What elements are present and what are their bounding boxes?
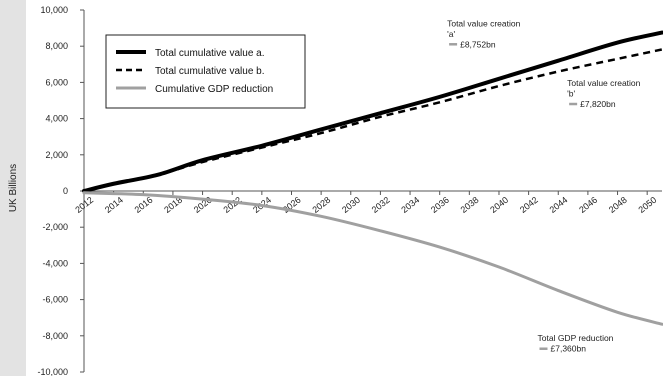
x-tick-label: 2016 bbox=[133, 195, 155, 215]
annotation-text: £7,360bn bbox=[551, 344, 587, 354]
y-tick-label: 4,000 bbox=[45, 114, 68, 124]
y-tick-label: 2,000 bbox=[45, 150, 68, 160]
y-axis-label: UK Billions bbox=[8, 164, 19, 212]
legend-label: Total cumulative value b. bbox=[155, 66, 265, 77]
y-tick-label: -10,000 bbox=[37, 367, 68, 376]
y-tick-label: -6,000 bbox=[42, 295, 68, 305]
x-tick-label: 2014 bbox=[103, 195, 125, 215]
legend-label: Total cumulative value a. bbox=[155, 48, 265, 59]
y-tick-label: 6,000 bbox=[45, 77, 68, 87]
series-layer bbox=[82, 30, 663, 326]
x-tick-label: 2028 bbox=[310, 195, 332, 215]
annotation-text: Total value creation bbox=[567, 78, 641, 88]
x-tick-label: 2040 bbox=[488, 195, 510, 215]
x-tick-label: 2038 bbox=[459, 195, 481, 215]
annotation-text: 'a' bbox=[447, 29, 455, 39]
annotation-text: Total GDP reduction bbox=[538, 333, 614, 343]
y-tick-label: -8,000 bbox=[42, 331, 68, 341]
legend-box bbox=[105, 34, 306, 109]
y-tick-label: -2,000 bbox=[42, 222, 68, 232]
x-tick-label: 2046 bbox=[577, 195, 599, 215]
x-tick-label: 2050 bbox=[636, 195, 658, 215]
x-tick-label: 2042 bbox=[518, 195, 540, 215]
annotation-text: Total value creation bbox=[447, 18, 521, 28]
x-tick-label: 2036 bbox=[429, 195, 451, 215]
annotation-text: 'b' bbox=[567, 89, 575, 99]
annotation-text: £7,820bn bbox=[580, 99, 616, 109]
y-tick-label: 8,000 bbox=[45, 41, 68, 51]
x-tick-label: 2030 bbox=[340, 195, 362, 215]
annotation-text: £8,752bn bbox=[460, 39, 496, 49]
y-axis-label-band bbox=[0, 0, 26, 376]
x-tick-label: 2034 bbox=[399, 195, 421, 215]
x-tick-label: 2048 bbox=[607, 195, 629, 215]
series-line-2 bbox=[83, 48, 663, 193]
legend-label: Cumulative GDP reduction bbox=[155, 84, 273, 95]
x-tick-label: 2044 bbox=[548, 195, 570, 215]
series-line-1 bbox=[82, 30, 663, 193]
y-tick-label: -4,000 bbox=[42, 258, 68, 268]
x-tick-label: 2022 bbox=[221, 195, 243, 215]
y-tick-label: 0 bbox=[63, 186, 68, 196]
series-line-3 bbox=[82, 191, 663, 326]
legend: Total cumulative value a. Total cumulativ… bbox=[105, 34, 306, 109]
y-tick-label: 10,000 bbox=[40, 5, 68, 15]
x-tick-label: 2032 bbox=[370, 195, 392, 215]
